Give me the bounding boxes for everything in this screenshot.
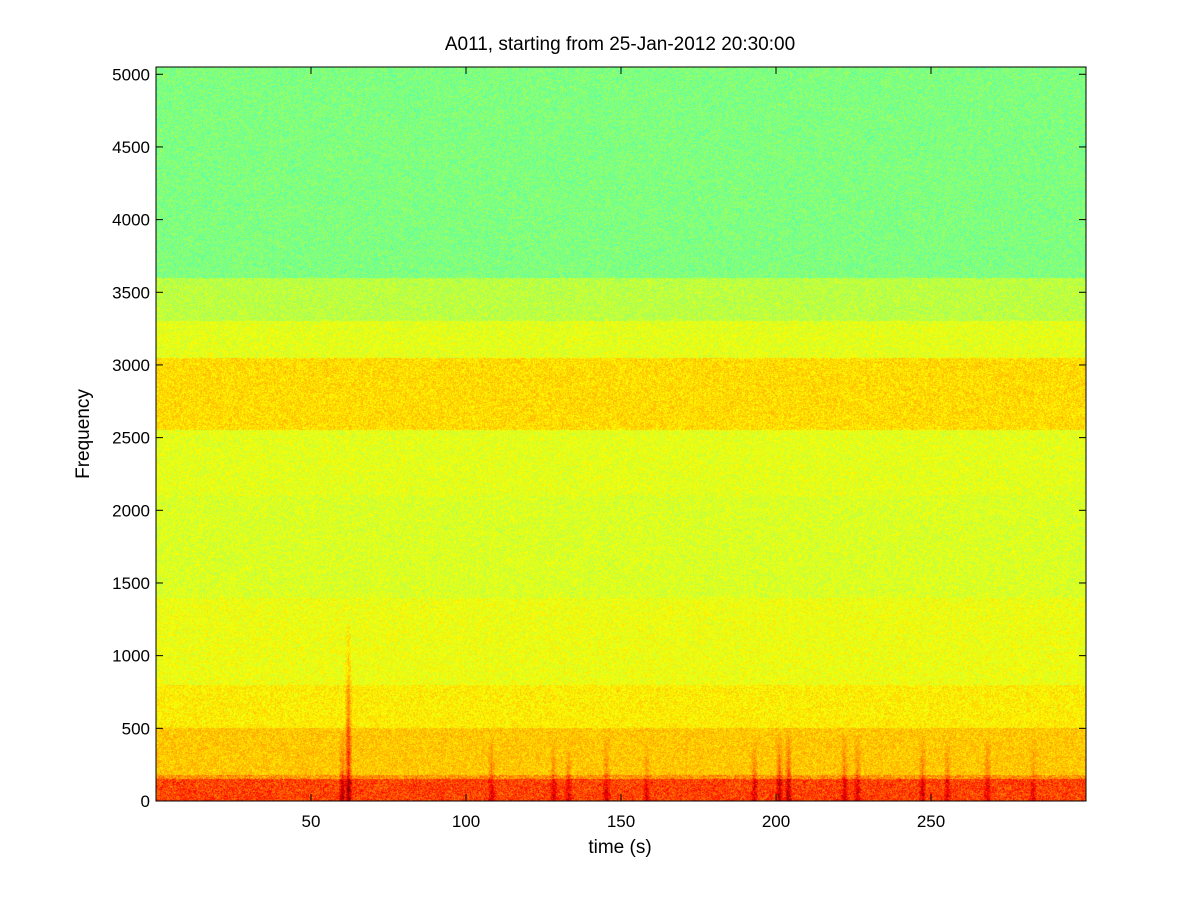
x-tick-label: 250 xyxy=(917,812,945,831)
y-tick-label: 2000 xyxy=(112,501,150,520)
y-tick-label: 3500 xyxy=(112,283,150,302)
y-tick-label: 1000 xyxy=(112,647,150,666)
y-tick-label: 3000 xyxy=(112,356,150,375)
x-tick-label: 150 xyxy=(607,812,635,831)
plot-area xyxy=(155,66,1087,802)
y-tick-label: 2500 xyxy=(112,429,150,448)
x-axis-label: time (s) xyxy=(588,837,651,858)
y-tick-label: 500 xyxy=(122,719,150,738)
y-axis-label: Frequency xyxy=(73,389,94,479)
x-tick-label: 100 xyxy=(452,812,480,831)
spectrogram-heatmap xyxy=(156,67,1086,801)
y-tick-label: 0 xyxy=(141,792,150,811)
y-tick-label: 4500 xyxy=(112,138,150,157)
x-tick-label: 200 xyxy=(762,812,790,831)
y-tick-label: 5000 xyxy=(112,65,150,84)
x-axis-ticks: 50 100 150 200 250 xyxy=(302,67,945,831)
x-tick-label: 50 xyxy=(302,812,321,831)
chart-title: A011, starting from 25-Jan-2012 20:30:00 xyxy=(445,34,795,55)
y-tick-label: 4000 xyxy=(112,211,150,230)
y-tick-label: 1500 xyxy=(112,574,150,593)
y-axis-ticks: 0 500 1000 1500 2000 2500 3000 3500 4000 4500 5000 xyxy=(112,65,1086,811)
